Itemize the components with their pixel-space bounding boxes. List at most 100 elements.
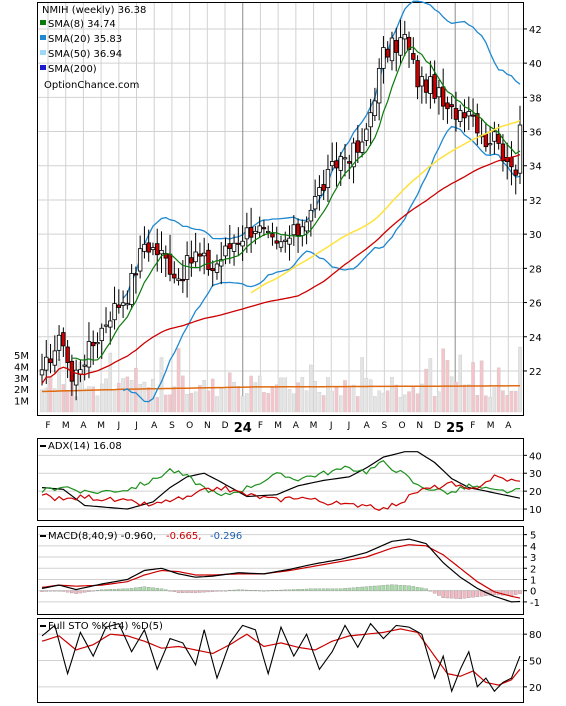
macd-histogram-bar (373, 585, 377, 591)
month-label: M (310, 421, 318, 431)
candle-body (283, 239, 288, 242)
candle-body (308, 209, 314, 222)
month-label: S (169, 421, 175, 431)
volume-bar (236, 386, 241, 413)
candle-body (483, 133, 489, 148)
macd-histogram-bar (142, 586, 147, 591)
month-label: J (329, 421, 333, 431)
volume-bar (206, 390, 211, 413)
macd-histogram-bar (146, 587, 151, 591)
volume-bar (57, 358, 61, 413)
month-label: A (151, 421, 158, 431)
volume-tick-label: 2M (14, 385, 29, 396)
candle-body (389, 37, 395, 62)
macd-signal-line (41, 544, 521, 599)
macd-histogram-bar (40, 590, 44, 592)
candle-body (240, 240, 245, 247)
candle-body (428, 76, 433, 94)
macd-histogram-bar (292, 589, 296, 591)
candle-body (398, 37, 403, 56)
month-label: N (204, 421, 211, 431)
macd-signal-value: -0.665, (166, 531, 201, 542)
macd-histogram-bar (228, 590, 232, 592)
candle-body (44, 356, 49, 371)
adx-panel: 10 20 30 40 ADX(14) 16.08 (37, 438, 542, 521)
stochastic-k-line (41, 622, 521, 694)
year-label: 25 (446, 421, 464, 436)
sma200-legend-swatch (40, 65, 46, 70)
candle-body (274, 240, 279, 244)
macd-histogram-bar (296, 589, 300, 591)
macd-histogram-bar (274, 590, 279, 591)
volume-bar (279, 377, 283, 413)
macd-histogram-bar (74, 590, 78, 594)
volume-bar (40, 389, 44, 413)
volume-bar (513, 391, 518, 413)
volume-bar (518, 346, 522, 413)
macd-histogram-bar (287, 589, 292, 591)
volume-bar (142, 381, 147, 413)
volume-bar (240, 395, 245, 413)
volume-bar (189, 393, 194, 413)
volume-bar (432, 395, 437, 413)
candle-body (470, 114, 476, 117)
macd-histogram-bar (454, 590, 458, 599)
candle-body (385, 48, 390, 58)
volume-bar (210, 378, 215, 413)
volume-bar (356, 396, 360, 413)
macd-histogram-bar (257, 590, 262, 592)
volume-bar (509, 391, 514, 413)
candle-body (295, 223, 301, 236)
macd-histogram-bar (172, 590, 177, 592)
candle-body (304, 221, 309, 232)
candle-body (248, 227, 254, 238)
macd-histogram-bar (48, 590, 53, 592)
candle-body (210, 268, 215, 272)
price-tick-label: 38 (529, 93, 542, 104)
candle-body (406, 36, 412, 50)
macd-histogram-bar (441, 590, 445, 598)
stochastic-tick-label: 80 (529, 630, 542, 641)
volume-bar (125, 376, 130, 413)
volume-bar (394, 384, 398, 413)
month-label: F (470, 421, 475, 431)
macd-histogram-bar (432, 590, 437, 594)
candle-body (95, 342, 100, 345)
price-tick-label: 34 (529, 162, 542, 173)
macd-histogram-bar (219, 590, 223, 592)
volume-bar (377, 390, 381, 413)
candle-body (219, 259, 224, 267)
candle-body (291, 224, 297, 236)
candle-body (278, 241, 284, 248)
volume-bar (257, 375, 262, 413)
macd-histogram-bar (343, 588, 347, 591)
macd-histogram-bar (270, 590, 275, 592)
candle-body (184, 255, 190, 280)
macd-histogram-bar (411, 586, 416, 591)
volume-bar (424, 368, 428, 413)
candle-body (129, 273, 134, 305)
volume-bar (492, 387, 497, 413)
macd-histogram-bar (253, 590, 258, 592)
macd-histogram-bar (368, 586, 373, 591)
volume-bar (121, 378, 125, 413)
volume-bar (458, 354, 462, 413)
candle-body (91, 342, 96, 347)
candle-body (394, 40, 399, 53)
candle-body (236, 242, 241, 245)
candle-body (330, 161, 335, 167)
price-tick-label: 42 (529, 25, 542, 36)
volume-bar (176, 348, 181, 413)
candle-body (513, 169, 518, 176)
candle-body (231, 242, 237, 252)
volume-bar (484, 395, 488, 413)
macd-histogram-bar (471, 590, 475, 598)
volume-bar (496, 367, 501, 413)
candle-body (193, 251, 198, 263)
volume-bar (390, 376, 394, 413)
candle-body (338, 156, 343, 171)
volume-bar (65, 390, 70, 413)
candle-body (142, 243, 147, 252)
month-label: J (347, 421, 351, 431)
